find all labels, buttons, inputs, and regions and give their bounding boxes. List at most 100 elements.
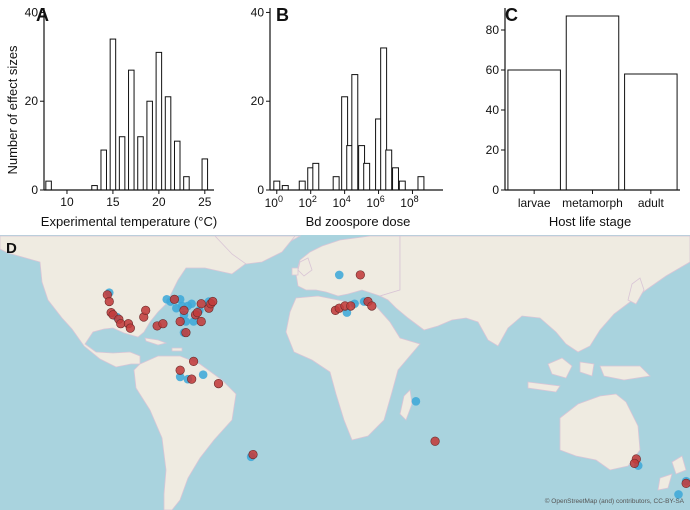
panel-c-x-tick-label: adult — [638, 196, 665, 210]
map-point-red — [192, 308, 203, 318]
panel-a-bar — [109, 38, 117, 191]
panel-a-y-tick-label: 0 — [31, 183, 38, 197]
map-point-red — [175, 316, 185, 327]
land-southeast-asia-islands — [527, 357, 651, 393]
map-point-blue — [198, 370, 208, 380]
map-point-red — [346, 301, 356, 311]
map-point-red — [681, 478, 690, 488]
panel-c-bar-chart: C Host life stage 0 20 40 60 80 larvae metamor… — [486, 5, 680, 229]
x-axis-label-b: Bd zoospore dose — [306, 214, 411, 229]
x-axis-label-c: Host life stage — [549, 214, 631, 229]
panel-a-bar — [45, 180, 52, 191]
panel-c-bar-metamorph — [565, 15, 620, 191]
land-south-america — [133, 355, 237, 510]
panel-b-y-tick-label: 0 — [257, 183, 264, 197]
panel-label-b: B — [276, 5, 289, 25]
panel-a-bar — [128, 69, 135, 191]
panel-label-c: C — [505, 5, 518, 25]
map-point-blue — [334, 270, 344, 280]
map-point-red — [430, 436, 440, 446]
panel-c-y-tick-label: 0 — [492, 183, 499, 197]
map-point-blue — [411, 397, 421, 406]
panel-b-bar — [398, 180, 406, 191]
panel-b-x-tick-label: 106 — [366, 194, 384, 210]
panel-c-y-tick-label: 40 — [486, 103, 500, 117]
panel-a-y-tick-label: 40 — [25, 5, 39, 19]
map-point-red — [169, 294, 180, 304]
map-point-red — [125, 323, 135, 333]
land-north-america — [0, 235, 302, 368]
map-point-red — [141, 305, 151, 316]
panel-a-bar — [146, 100, 153, 191]
panel-b-x-tick-label: 104 — [332, 194, 350, 210]
panel-c-y-tick-label: 20 — [486, 143, 500, 157]
panel-a-histogram: A Number of effect sizes Experimental te… — [5, 5, 217, 229]
panel-b-bar — [385, 149, 393, 191]
land-caribbean — [144, 337, 183, 352]
panel-b-bar — [312, 162, 320, 191]
map-point-red — [196, 299, 206, 309]
panel-a-x-tick-label: 15 — [106, 195, 120, 209]
land-japan — [627, 277, 645, 305]
map-point-red — [355, 270, 365, 280]
panel-b-bar — [417, 176, 425, 191]
panel-b-bar — [273, 180, 281, 191]
panel-a-bar — [100, 149, 107, 191]
map-point-blue — [674, 490, 683, 499]
panel-a-x-tick-label: 10 — [60, 195, 74, 209]
map-attribution: © OpenStreetMap (and) contributors, CC-B… — [545, 497, 685, 505]
panel-d-map: D © OpenStreetMap (and) contributors, CC… — [0, 235, 690, 510]
panel-c-x-tick-label: metamorph — [562, 196, 623, 210]
map-point-blue — [187, 299, 196, 309]
panel-b-bar — [351, 74, 359, 191]
panel-c-bar-adult — [624, 73, 678, 191]
panel-a-bar — [173, 140, 181, 191]
land-australia — [559, 393, 641, 471]
map-point-red — [179, 305, 189, 316]
panel-b-y-tick-label: 40 — [251, 5, 265, 19]
panel-b-bar — [332, 176, 340, 191]
land-greenland — [214, 235, 296, 265]
land-british-isles — [291, 257, 313, 277]
y-axis-label-a: Number of effect sizes — [5, 45, 20, 175]
panel-label-d: D — [6, 240, 17, 257]
panel-c-x-tick-label: larvae — [518, 196, 551, 210]
map-point-red — [196, 316, 206, 327]
x-axis-label-a: Experimental temperature (°C) — [41, 214, 217, 229]
map-point-red — [248, 449, 258, 460]
panel-a-bar — [201, 158, 209, 191]
land-madagascar — [399, 389, 413, 421]
panel-a-bar — [164, 96, 172, 191]
panel-c-bar-larvae — [507, 69, 561, 191]
panel-a-x-tick-label: 20 — [152, 195, 166, 209]
panel-a-bar — [183, 176, 190, 191]
panel-c-y-tick-label: 60 — [486, 63, 500, 77]
panel-a-y-tick-label: 20 — [25, 94, 39, 108]
map-point-blue — [175, 372, 185, 382]
map-point-red — [175, 365, 185, 375]
panel-a-x-tick-label: 25 — [198, 195, 212, 209]
map-point-red — [158, 319, 168, 329]
panel-b-y-tick-label: 20 — [251, 94, 265, 108]
panel-a-bar — [137, 136, 144, 191]
map-point-red — [629, 458, 640, 469]
panel-a-bar — [118, 136, 126, 191]
land-new-zealand — [657, 455, 687, 491]
panel-b-x-tick-label: 108 — [400, 194, 418, 210]
panel-a-bar — [91, 185, 98, 191]
panel-b-bar — [363, 162, 371, 191]
panel-c-y-tick-label: 80 — [486, 23, 500, 37]
panel-b-x-tick-label: 100 — [265, 194, 283, 210]
panel-a-bar — [155, 51, 163, 191]
panel-b-bar — [392, 167, 399, 191]
panel-b-x-tick-label: 102 — [299, 194, 317, 210]
land-masses — [0, 235, 690, 510]
map-point-red — [116, 319, 126, 329]
panel-b-bar — [298, 180, 306, 191]
panel-b-histogram: B Bd zoospore dose 0 20 40 100 102 104 106 108 — [251, 5, 443, 229]
map-point-red — [213, 378, 224, 389]
map-point-red — [208, 296, 218, 307]
panel-b-bar — [281, 185, 289, 191]
map-point-red — [187, 374, 197, 384]
